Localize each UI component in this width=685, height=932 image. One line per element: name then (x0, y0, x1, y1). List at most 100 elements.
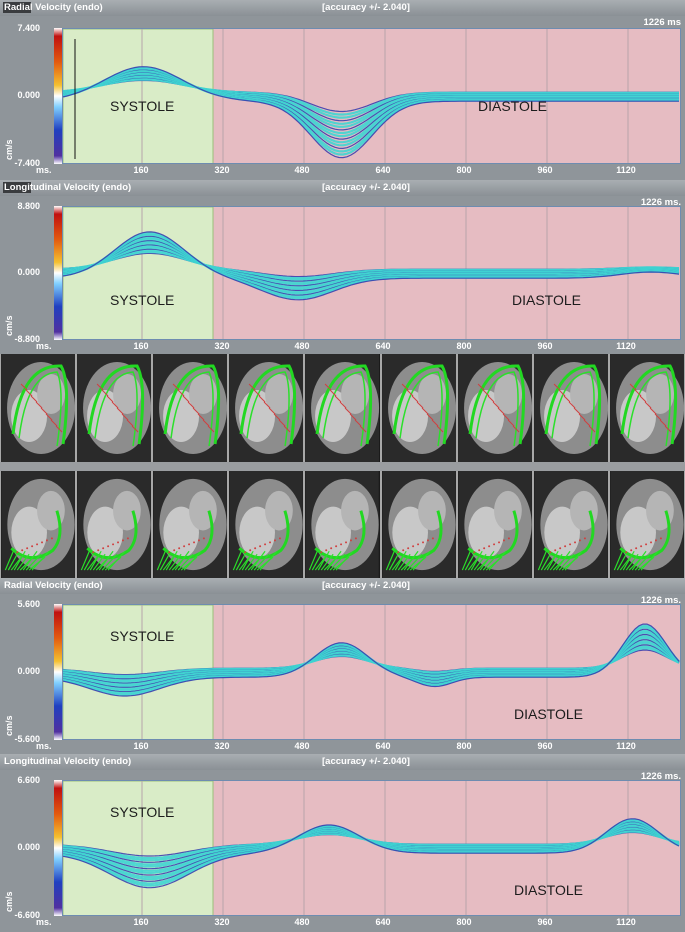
velocity-plot (62, 780, 681, 916)
y-min-label: -8.800 (14, 334, 40, 344)
x-tick-label: 1120 (616, 341, 636, 351)
mri-frame (609, 471, 684, 578)
color-scale-bar (54, 28, 62, 164)
four-chamber-image-strip (0, 471, 685, 578)
mri-frame (1, 354, 76, 462)
y-zero-label: 0.000 (17, 90, 40, 100)
x-tick-label: 320 (214, 341, 230, 351)
y-max-label: 6.600 (17, 775, 40, 785)
mri-frame (457, 354, 532, 462)
panel-header: Longitudinal Velocity (endo) [accuracy +/… (0, 180, 685, 196)
y-max-label: 5.600 (17, 599, 40, 609)
mri-frame (153, 471, 228, 578)
x-tick-label: 800 (456, 165, 472, 175)
mri-frame (609, 354, 684, 462)
mri-frame (457, 471, 532, 578)
y-max-label: 7.400 (17, 23, 40, 33)
x-tick-label: 960 (537, 917, 553, 927)
x-tick-label: 640 (375, 917, 391, 927)
x-tick-label: 960 (537, 741, 553, 751)
x-tick-label: 800 (456, 917, 472, 927)
panel-header: Longitudinal Velocity (endo) [accuracy +/… (0, 754, 685, 770)
diastole-label: DIASTOLE (512, 292, 581, 308)
systole-label: SYSTOLE (110, 292, 175, 308)
x-tick-label: 960 (537, 341, 553, 351)
diastole-label: DIASTOLE (514, 882, 583, 898)
mri-frame (153, 354, 228, 462)
x-tick-label: 1120 (616, 917, 636, 927)
color-scale-bar (54, 780, 62, 916)
longitudinal-velocity-panel-2: Longitudinal Velocity (endo) [accuracy +/… (0, 754, 685, 932)
unit-label: cm/s (4, 139, 14, 160)
color-scale-bar (54, 604, 62, 740)
x-tick-label: 160 (133, 741, 149, 751)
x-tick-label: 320 (214, 741, 230, 751)
x-axis-unit: ms. (36, 341, 52, 351)
systole-label: SYSTOLE (110, 98, 175, 114)
x-tick-label: 640 (375, 165, 391, 175)
x-tick-label: 960 (537, 165, 553, 175)
systole-label: SYSTOLE (110, 628, 175, 644)
x-tick-label: 1120 (616, 165, 636, 175)
x-tick-label: 800 (456, 741, 472, 751)
x-tick-label: 480 (294, 341, 310, 351)
x-tick-label: 640 (375, 341, 391, 351)
x-tick-label: 320 (214, 165, 230, 175)
x-tick-label: 320 (214, 917, 230, 927)
title-box (3, 1, 31, 13)
radial-velocity-panel-1: Radial Velocity (endo) [accuracy +/- 2.04… (0, 0, 685, 180)
duration-label: 1226 ms (643, 17, 681, 28)
mri-frame (533, 471, 608, 578)
radial-velocity-panel-2: Radial Velocity (endo) [accuracy +/- 2.04… (0, 578, 685, 754)
accuracy-label: [accuracy +/- 2.040] (322, 2, 410, 13)
long-axis-image-strip (0, 354, 685, 462)
mri-frame (305, 471, 380, 578)
y-zero-label: 0.000 (17, 666, 40, 676)
velocity-plot (62, 206, 681, 340)
panel-header: Radial Velocity (endo) [accuracy +/- 2.04… (0, 578, 685, 594)
y-min-label: -5.600 (14, 734, 40, 744)
x-tick-label: 160 (133, 917, 149, 927)
x-axis-unit: ms. (36, 165, 52, 175)
panel-title: Radial Velocity (endo) (4, 580, 103, 591)
unit-label: cm/s (4, 315, 14, 336)
panel-title: Longitudinal Velocity (endo) (4, 182, 132, 193)
velocity-plot (62, 604, 681, 740)
panel-title: Radial Velocity (endo) (4, 2, 103, 13)
x-tick-label: 160 (133, 341, 149, 351)
strip-separator (0, 462, 685, 471)
mri-frame (1, 471, 76, 578)
longitudinal-velocity-panel-1: Longitudinal Velocity (endo) [accuracy +/… (0, 180, 685, 354)
mri-frame (77, 354, 152, 462)
x-tick-label: 1120 (616, 741, 636, 751)
y-zero-label: 0.000 (17, 267, 40, 277)
unit-label: cm/s (4, 891, 14, 912)
x-axis-unit: ms. (36, 917, 52, 927)
y-max-label: 8.800 (17, 201, 40, 211)
x-tick-label: 480 (294, 165, 310, 175)
x-tick-label: 480 (294, 741, 310, 751)
accuracy-label: [accuracy +/- 2.040] (322, 580, 410, 591)
x-tick-label: 160 (133, 165, 149, 175)
mri-frame (77, 471, 152, 578)
accuracy-label: [accuracy +/- 2.040] (322, 182, 410, 193)
mri-frame (229, 471, 304, 578)
duration-label: 1226 ms. (640, 197, 681, 208)
accuracy-label: [accuracy +/- 2.040] (322, 756, 410, 767)
title-box (3, 181, 31, 193)
mri-frame (229, 354, 304, 462)
mri-frame (381, 354, 456, 462)
diastole-label: DIASTOLE (478, 98, 547, 114)
panel-title: Longitudinal Velocity (endo) (4, 756, 132, 767)
duration-label: 1226 ms. (640, 595, 681, 606)
mri-frame (305, 354, 380, 462)
x-axis-unit: ms. (36, 741, 52, 751)
mri-frame (381, 471, 456, 578)
y-min-label: -6.600 (14, 910, 40, 920)
unit-label: cm/s (4, 715, 14, 736)
x-tick-label: 800 (456, 341, 472, 351)
y-min-label: -7.400 (14, 158, 40, 168)
panel-header: Radial Velocity (endo) [accuracy +/- 2.04… (0, 0, 685, 16)
diastole-label: DIASTOLE (514, 706, 583, 722)
mri-frame (533, 354, 608, 462)
